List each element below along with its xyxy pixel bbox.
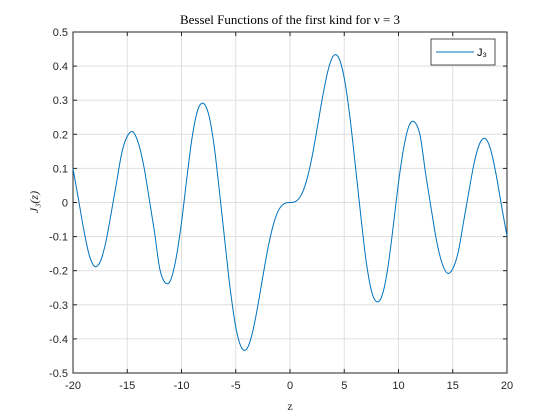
x-tick-label: 20	[501, 380, 513, 392]
x-tick-label: -20	[65, 380, 81, 392]
y-tick-label: 0.5	[53, 27, 68, 39]
y-tick-label: -0.5	[49, 368, 68, 380]
x-axis-label: z	[287, 399, 292, 413]
chart-title: Bessel Functions of the first kind for ν…	[180, 12, 400, 27]
legend-label: J₃	[477, 47, 487, 59]
y-tick-label: 0.2	[53, 129, 68, 141]
x-tick-label: -15	[119, 380, 135, 392]
axis-ticks: -20 -15 -10 -5 0 5 10 15 20 -0.5 -0.4 -0.3 -0.2 -0.1 0…	[49, 27, 513, 392]
y-tick-label: -0.4	[49, 334, 68, 346]
x-tick-label: 10	[392, 380, 404, 392]
grid	[73, 32, 507, 373]
y-axis-label: J₃(z)	[27, 191, 41, 213]
y-tick-label: -0.3	[49, 300, 68, 312]
y-tick-label: 0	[62, 198, 68, 210]
x-tick-label: 15	[447, 380, 459, 392]
y-tick-label: 0.4	[53, 61, 68, 73]
y-tick-label: -0.1	[49, 232, 68, 244]
series-line-j3	[72, 54, 508, 351]
x-tick-label: 0	[287, 380, 293, 392]
x-tick-label: -5	[231, 380, 241, 392]
y-tick-label: 0.1	[53, 163, 68, 175]
x-tick-label: 5	[341, 380, 347, 392]
y-tick-label: 0.3	[53, 95, 68, 107]
series-layer	[72, 54, 508, 351]
y-tick-label: -0.2	[49, 266, 68, 278]
x-tick-label: -10	[174, 380, 190, 392]
legend: J₃	[430, 38, 496, 66]
